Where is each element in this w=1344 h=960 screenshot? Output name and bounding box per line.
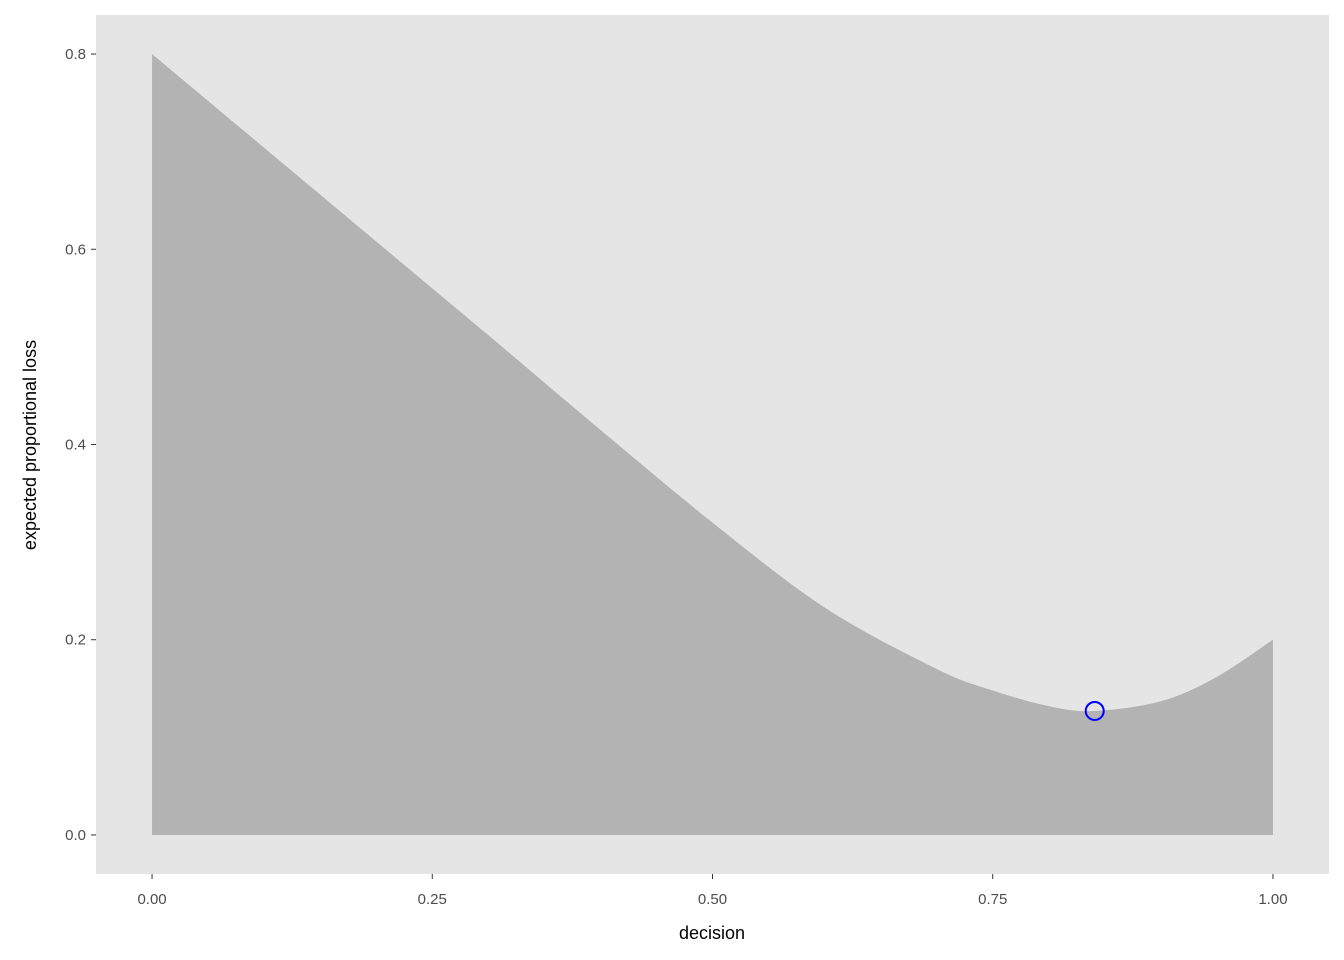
loss-area — [152, 54, 1273, 835]
x-tick-label: 0.00 — [137, 891, 166, 908]
y-tick-label: 0.8 — [65, 46, 86, 63]
y-tick-label: 0.4 — [65, 437, 86, 454]
y-tick-label: 0.2 — [65, 632, 86, 649]
optimal-decision-point — [1084, 700, 1105, 721]
x-tick-label: 0.75 — [978, 891, 1007, 908]
y-axis-title: expected proportional loss — [20, 340, 40, 550]
y-tick-label: 0.6 — [65, 241, 86, 258]
x-tick-label: 0.50 — [698, 891, 727, 908]
y-tick-label: 0.0 — [65, 827, 86, 844]
x-tick-label: 0.25 — [418, 891, 447, 908]
x-tick-label: 1.00 — [1258, 891, 1287, 908]
x-axis-title: decision — [679, 923, 745, 943]
